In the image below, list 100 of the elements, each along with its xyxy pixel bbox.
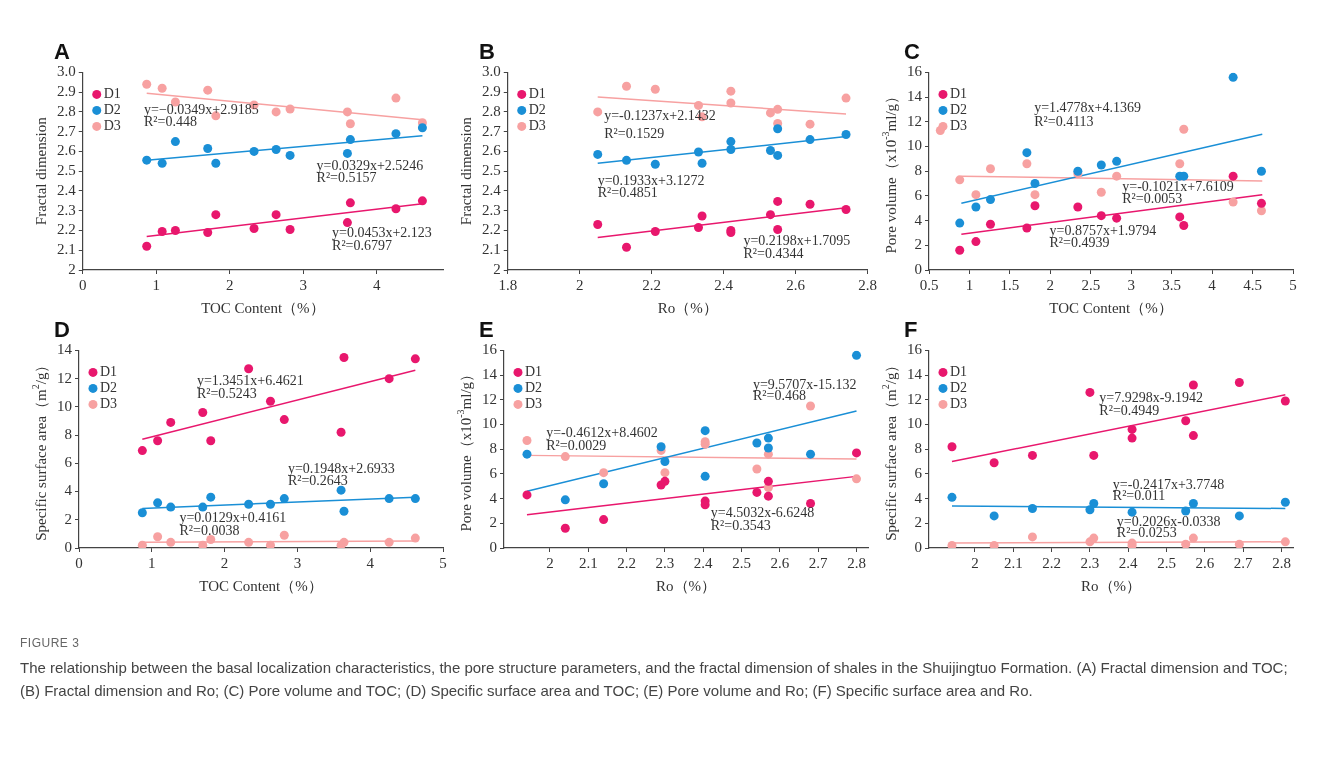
legend-label: D3 bbox=[528, 118, 546, 134]
y-tick-label: 2.4 bbox=[482, 181, 502, 198]
x-tick-label: 1.8 bbox=[498, 276, 518, 293]
y-tick-label: 2.6 bbox=[57, 142, 77, 159]
x-tick-label: 2.4 bbox=[693, 554, 714, 571]
x-tick-label: 1.5 bbox=[1000, 276, 1020, 293]
x-tick-label: 3 bbox=[293, 554, 302, 571]
y-tick-label: 4 bbox=[914, 211, 923, 228]
legend-label: D3 bbox=[103, 118, 121, 134]
x-tick-label: 2.6 bbox=[770, 554, 790, 571]
x-tick-label: 2.1 bbox=[578, 554, 598, 571]
legend-label: D1 bbox=[950, 86, 968, 102]
y-tick-label: 10 bbox=[57, 397, 72, 414]
x-axis-title: Ro（%） bbox=[656, 577, 716, 594]
x-tick-label: 2.2 bbox=[617, 554, 636, 571]
annotation: y=0.1948x+2.6933 bbox=[287, 460, 395, 476]
x-tick-label: 4 bbox=[366, 554, 375, 571]
y-tick-label: 14 bbox=[907, 88, 923, 105]
legend-label: D3 bbox=[100, 396, 118, 412]
y-tick-label: 6 bbox=[914, 464, 923, 481]
y-tick-label: 3.0 bbox=[57, 63, 76, 80]
y-tick-label: 8 bbox=[489, 440, 497, 457]
x-tick-label: 5 bbox=[1289, 276, 1297, 293]
y-tick-label: 12 bbox=[907, 112, 922, 129]
text: The relationship between the basal localization characteristics, the pore structure parameters, and the fractal dimension of shales in the Shuijingtuo Formation. (A) Fractal dimension and TOC; (B) Fractal dimension and Ro; (C) Pore volume and TOC; (D) Specific surface area and TOC; (E) Pore volume and Ro; (F) Specific surface area and Ro. bbox=[20, 658, 1289, 701]
x-tick-label: 1 bbox=[152, 276, 161, 293]
y-tick-label: 2.9 bbox=[482, 83, 501, 100]
x-tick-label: 2.4 bbox=[1118, 554, 1139, 571]
x-tick-label: 2.8 bbox=[858, 276, 877, 293]
x-tick-label: 2.8 bbox=[1272, 554, 1291, 571]
x-tick-label: 2.2 bbox=[1042, 554, 1061, 571]
y-tick-label: 2.3 bbox=[57, 201, 76, 218]
x-tick-label: 2.2 bbox=[642, 276, 662, 293]
annotation: R²=0.4113 bbox=[1034, 114, 1094, 130]
x-tick-label: 2.5 bbox=[1081, 276, 1101, 293]
x-tick-label: 2 bbox=[575, 276, 584, 293]
y-tick-label: 12 bbox=[482, 390, 497, 407]
y-tick-label: 14 bbox=[57, 341, 73, 358]
y-tick-label: 2 bbox=[914, 514, 922, 531]
y-tick-label: 4 bbox=[64, 482, 73, 499]
legend-label: D3 bbox=[950, 396, 968, 412]
x-tick-label: 2.4 bbox=[714, 276, 734, 293]
annotation: R²=0.448 bbox=[143, 114, 197, 130]
y-tick-label: 8 bbox=[64, 426, 72, 443]
annotation: y=0.2198x+1.7095 bbox=[743, 233, 851, 249]
legend-label: D2 bbox=[100, 380, 118, 396]
y-tick-label: 2.5 bbox=[482, 162, 501, 179]
x-tick-label: 4 bbox=[373, 276, 382, 293]
y-tick-label: 10 bbox=[482, 415, 497, 432]
x-tick-label: 2 bbox=[1046, 276, 1055, 293]
y-tick-label: 2.1 bbox=[482, 241, 501, 258]
legend-label: D1 bbox=[100, 364, 118, 380]
y-tick-label: 10 bbox=[907, 415, 922, 432]
legend-label: D1 bbox=[528, 86, 546, 102]
annotation: y=0.8757x+1.9794 bbox=[1049, 222, 1157, 238]
y-axis-title: Fractal dimension bbox=[457, 116, 474, 226]
y-tick-label: 0 bbox=[64, 538, 72, 555]
annotation: y=9.5707x-15.132 bbox=[752, 376, 857, 392]
x-tick-label: 2 bbox=[226, 276, 234, 293]
y-tick-label: 2 bbox=[914, 236, 922, 253]
annotation: y=1.3451x+6.4621 bbox=[196, 373, 304, 389]
legend-label: D2 bbox=[950, 380, 968, 396]
y-axis-title: Pore volume（x10-3ml/g） bbox=[455, 366, 474, 532]
y-tick-label: 16 bbox=[907, 341, 923, 358]
y-tick-label: 2 bbox=[64, 510, 72, 527]
annotation: R²=0.1529 bbox=[604, 126, 665, 142]
legend-label: D2 bbox=[103, 102, 121, 118]
x-tick-label: 2 bbox=[546, 554, 554, 571]
x-tick-label: 1 bbox=[965, 276, 974, 293]
chart-title: F bbox=[904, 317, 918, 343]
x-tick-label: 2.3 bbox=[1080, 554, 1100, 571]
x-tick-label: 2 bbox=[971, 554, 979, 571]
chart-title: C bbox=[904, 39, 920, 65]
y-tick-label: 12 bbox=[907, 390, 922, 407]
caption: FIGURE 3 bbox=[20, 636, 81, 650]
y-tick-label: 8 bbox=[914, 162, 922, 179]
y-axis-title: Pore volume（x10-3ml/g） bbox=[880, 88, 899, 254]
chart-title: A bbox=[54, 39, 70, 65]
y-tick-label: 2.6 bbox=[482, 142, 502, 159]
y-tick-label: 2.2 bbox=[57, 221, 76, 238]
annotation: y=0.1933x+3.1272 bbox=[597, 172, 705, 188]
annotation: y=-0.2417x+3.7748 bbox=[1112, 476, 1225, 492]
legend-label: D1 bbox=[950, 364, 968, 380]
legend-label: D1 bbox=[103, 86, 121, 102]
y-tick-label: 6 bbox=[914, 186, 923, 203]
y-tick-label: 2.2 bbox=[482, 221, 501, 238]
y-tick-label: 6 bbox=[64, 454, 73, 471]
x-tick-label: 3 bbox=[1127, 276, 1135, 293]
y-tick-label: 2.5 bbox=[57, 162, 76, 179]
x-tick-label: 2.8 bbox=[847, 554, 866, 571]
x-tick-label: 2.5 bbox=[1157, 554, 1176, 571]
x-axis-title: Ro（%） bbox=[1081, 577, 1141, 594]
annotation: y=−0.0349x+2.9185 bbox=[143, 101, 259, 117]
annotation: R²=0.0053 bbox=[1122, 191, 1183, 207]
legend-label: D2 bbox=[528, 102, 546, 118]
x-tick-label: 4.5 bbox=[1243, 276, 1262, 293]
x-tick-label: 2.6 bbox=[1195, 554, 1215, 571]
y-tick-label: 3.0 bbox=[482, 63, 501, 80]
y-tick-label: 2.1 bbox=[57, 241, 76, 258]
y-axis-title: Specific surface area（m2/g） bbox=[30, 357, 49, 541]
